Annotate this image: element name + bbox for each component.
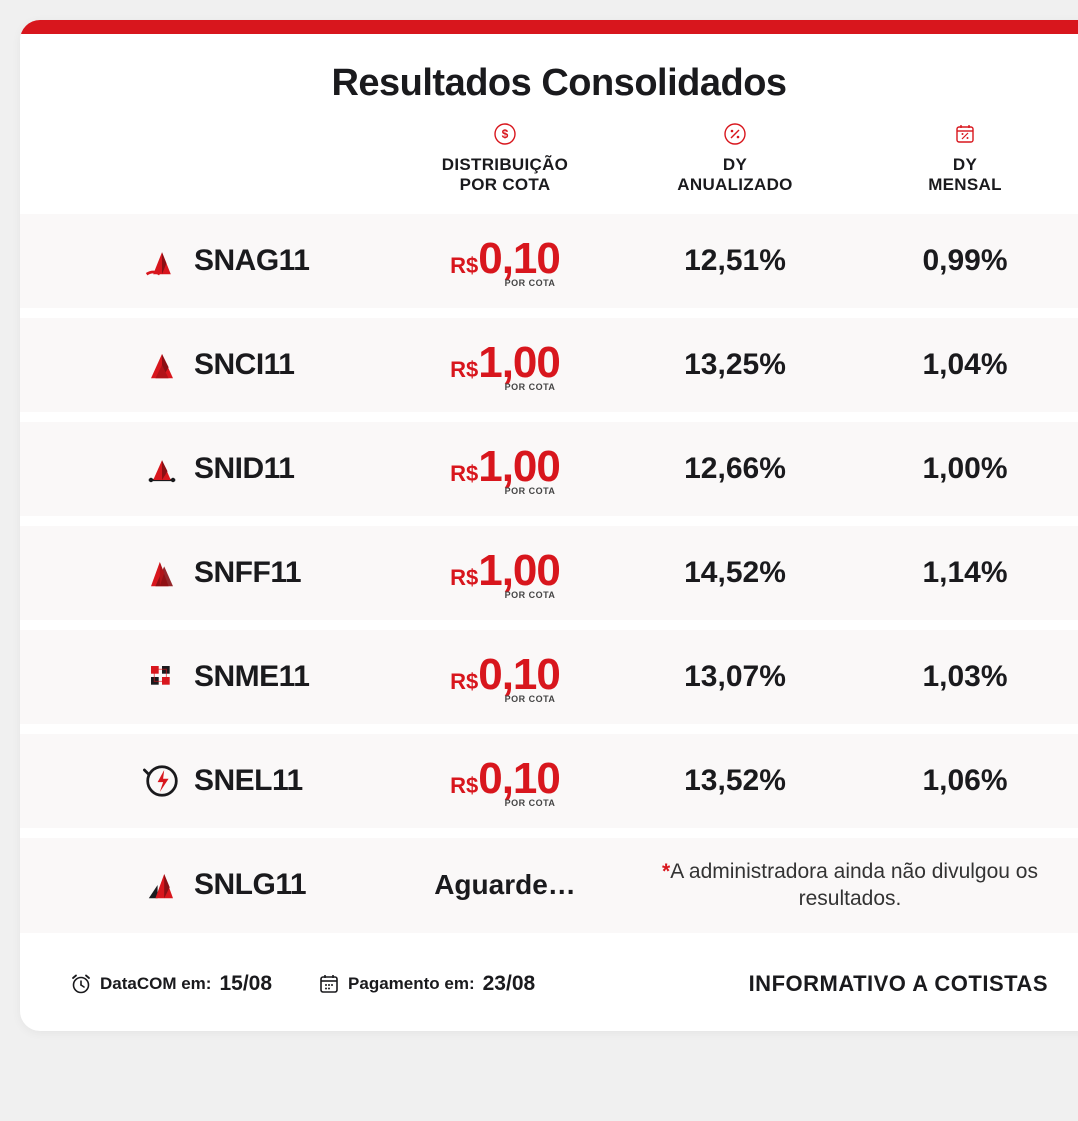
currency-label: R$ xyxy=(450,773,478,798)
footer-datacom-value: 15/08 xyxy=(219,972,272,996)
currency-label: R$ xyxy=(450,357,478,382)
per-cota-label: POR COTA xyxy=(390,382,620,392)
ticker-cell: SNEL11 xyxy=(50,759,390,803)
table-row: SNCI11 R$1,00 POR COTA 13,25% 1,04% xyxy=(20,318,1078,412)
ticker-cell: SNAG11 xyxy=(50,239,390,283)
rows-container: SNAG11 R$0,10 POR COTA 12,51% 0,99% SNCI… xyxy=(20,214,1078,933)
distribution-cell: R$0,10 POR COTA xyxy=(390,754,620,808)
column-headers: $ DISTRIBUIÇÃOPOR COTA DYANUALIZADO xyxy=(20,123,1078,214)
results-card: Resultados Consolidados $ DISTRIBUIÇÃOPO… xyxy=(20,20,1078,1031)
distribution-value: 1,00 xyxy=(478,442,560,491)
snid-logo-icon xyxy=(140,447,184,491)
snag-logo-icon xyxy=(140,239,184,283)
table-row: SNME11 R$0,10 POR COTA 13,07% 1,03% xyxy=(20,630,1078,724)
per-cota-label: POR COTA xyxy=(390,486,620,496)
footer-datacom: DataCOM em: 15/08 xyxy=(70,972,272,996)
page-title: Resultados Consolidados xyxy=(20,34,1078,123)
distribution-value: 0,10 xyxy=(478,234,560,283)
dy-monthly-value: 1,03% xyxy=(850,660,1078,694)
snme-logo-icon xyxy=(140,655,184,699)
snlg-logo-icon xyxy=(140,863,184,907)
alarm-clock-icon xyxy=(70,973,92,995)
currency-label: R$ xyxy=(450,565,478,590)
currency-label: R$ xyxy=(450,669,478,694)
wait-label: Aguarde… xyxy=(390,869,620,901)
dy-monthly-value: 1,14% xyxy=(850,556,1078,590)
calendar-icon xyxy=(318,973,340,995)
dy-annual-value: 13,52% xyxy=(620,764,850,798)
dy-monthly-value: 1,04% xyxy=(850,348,1078,382)
top-accent-bar xyxy=(20,20,1078,34)
currency-label: R$ xyxy=(450,461,478,486)
dy-annual-value: 14,52% xyxy=(620,556,850,590)
header-distribution: $ DISTRIBUIÇÃOPOR COTA xyxy=(390,123,620,194)
ticker-name: SNLG11 xyxy=(194,868,306,902)
snci-logo-icon xyxy=(140,343,184,387)
distribution-value: 0,10 xyxy=(478,650,560,699)
footer-datacom-label: DataCOM em: xyxy=(100,974,211,994)
header-label: DISTRIBUIÇÃOPOR COTA xyxy=(390,155,620,194)
header-dy-annual: DYANUALIZADO xyxy=(620,123,850,194)
table-row: SNLG11 Aguarde… *A administradora ainda … xyxy=(20,838,1078,933)
dy-monthly-value: 0,99% xyxy=(850,244,1078,278)
footer-informativo: INFORMATIVO A COTISTAS xyxy=(749,971,1048,997)
dy-annual-value: 12,51% xyxy=(620,244,850,278)
dy-annual-value: 12,66% xyxy=(620,452,850,486)
distribution-cell: R$1,00 POR COTA xyxy=(390,338,620,392)
ticker-cell: SNCI11 xyxy=(50,343,390,387)
calendar-percent-icon xyxy=(954,123,976,145)
dy-monthly-value: 1,06% xyxy=(850,764,1078,798)
dy-annual-value: 13,07% xyxy=(620,660,850,694)
snel-logo-icon xyxy=(140,759,184,803)
ticker-cell: SNLG11 xyxy=(50,863,390,907)
dollar-circle-icon: $ xyxy=(494,123,516,145)
snff-logo-icon xyxy=(140,551,184,595)
pending-note: *A administradora ainda não divulgou os … xyxy=(620,858,1078,913)
distribution-cell: R$1,00 POR COTA xyxy=(390,442,620,496)
ticker-name: SNEL11 xyxy=(194,764,303,798)
header-dy-monthly: DYMENSAL xyxy=(850,123,1078,194)
header-label: DYANUALIZADO xyxy=(620,155,850,194)
ticker-name: SNAG11 xyxy=(194,244,309,278)
ticker-name: SNCI11 xyxy=(194,348,294,382)
ticker-cell: SNFF11 xyxy=(50,551,390,595)
per-cota-label: POR COTA xyxy=(390,798,620,808)
distribution-cell: R$1,00 POR COTA xyxy=(390,546,620,600)
distribution-value: 1,00 xyxy=(478,546,560,595)
ticker-name: SNME11 xyxy=(194,660,309,694)
distribution-cell: R$0,10 POR COTA xyxy=(390,234,620,288)
ticker-cell: SNME11 xyxy=(50,655,390,699)
per-cota-label: POR COTA xyxy=(390,278,620,288)
footer-payment-label: Pagamento em: xyxy=(348,974,475,994)
per-cota-label: POR COTA xyxy=(390,694,620,704)
table-row: SNFF11 R$1,00 POR COTA 14,52% 1,14% xyxy=(20,526,1078,620)
per-cota-label: POR COTA xyxy=(390,590,620,600)
svg-text:$: $ xyxy=(502,127,509,141)
dy-monthly-value: 1,00% xyxy=(850,452,1078,486)
distribution-cell: R$0,10 POR COTA xyxy=(390,650,620,704)
table-row: SNAG11 R$0,10 POR COTA 12,51% 0,99% xyxy=(20,214,1078,308)
ticker-name: SNFF11 xyxy=(194,556,301,590)
footer: DataCOM em: 15/08 Pagamento em: 23/08 IN… xyxy=(20,943,1078,1031)
note-asterisk: * xyxy=(662,860,670,883)
footer-payment: Pagamento em: 23/08 xyxy=(318,972,535,996)
table-row: SNEL11 R$0,10 POR COTA 13,52% 1,06% xyxy=(20,734,1078,828)
footer-payment-value: 23/08 xyxy=(483,972,536,996)
header-label: DYMENSAL xyxy=(850,155,1078,194)
percent-circle-icon xyxy=(724,123,746,145)
currency-label: R$ xyxy=(450,253,478,278)
table-row: SNID11 R$1,00 POR COTA 12,66% 1,00% xyxy=(20,422,1078,516)
distribution-value: 0,10 xyxy=(478,754,560,803)
ticker-name: SNID11 xyxy=(194,452,294,486)
dy-annual-value: 13,25% xyxy=(620,348,850,382)
distribution-value: 1,00 xyxy=(478,338,560,387)
ticker-cell: SNID11 xyxy=(50,447,390,491)
